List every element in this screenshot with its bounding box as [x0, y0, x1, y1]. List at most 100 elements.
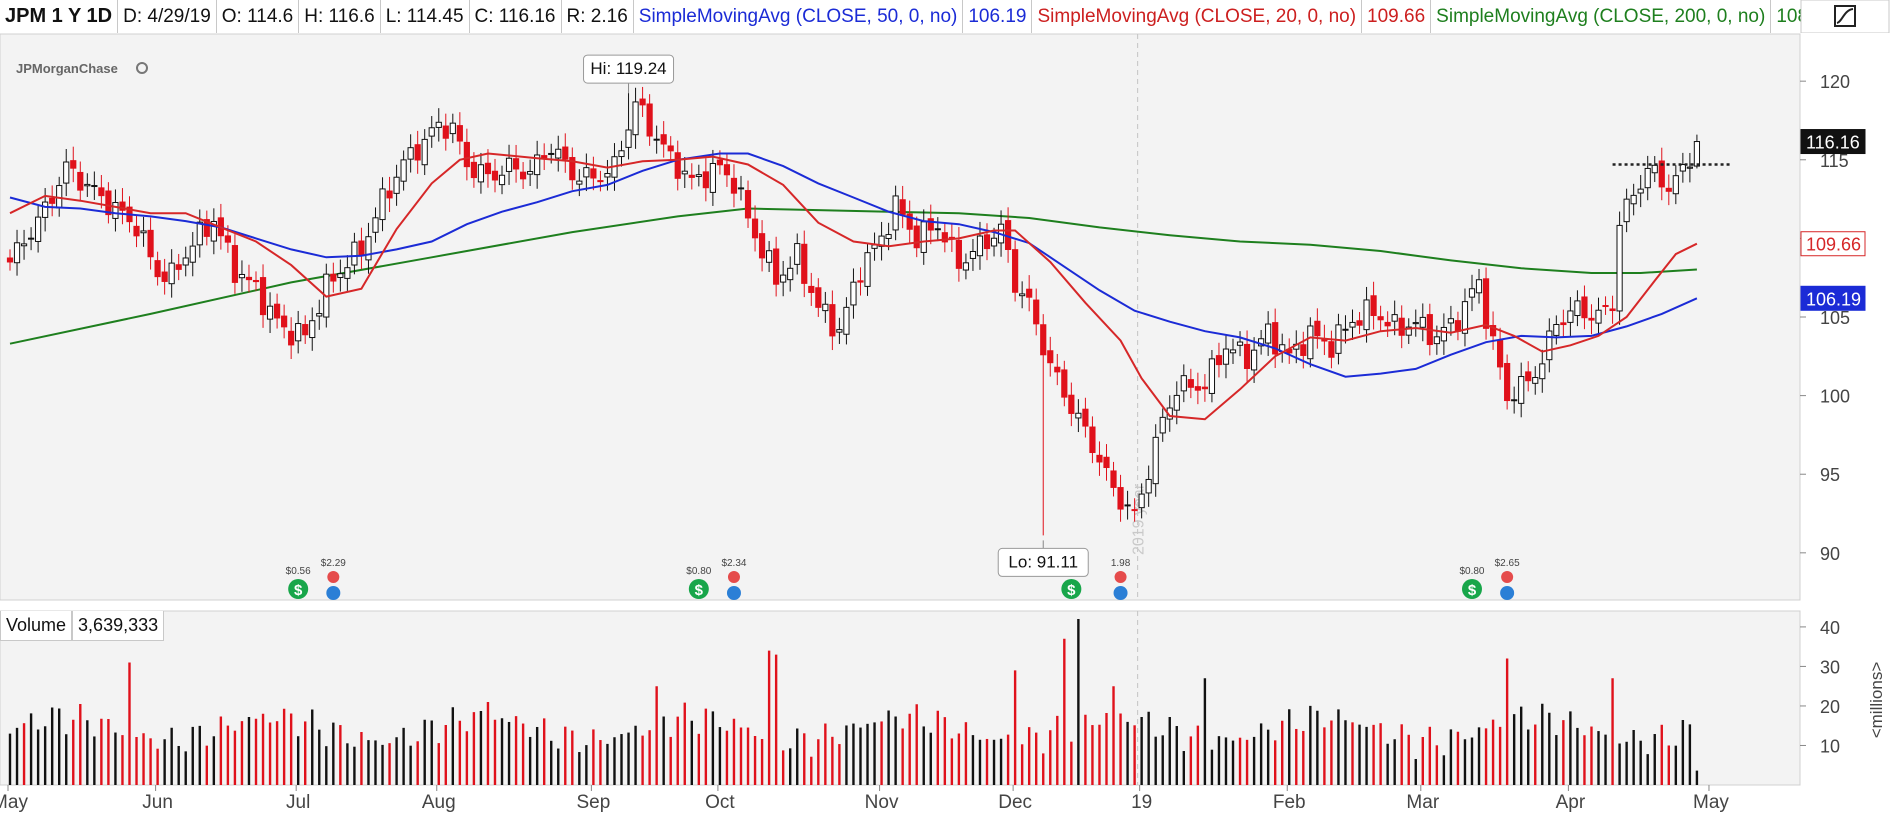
month-label: Dec [998, 792, 1032, 813]
candle [512, 144, 520, 183]
candle-body [709, 162, 716, 193]
candle-body [1525, 371, 1532, 382]
candle [527, 159, 534, 187]
candle [583, 153, 590, 192]
candle-body [787, 267, 794, 281]
candle-body [1047, 350, 1054, 364]
candle [1482, 267, 1490, 340]
candle [955, 227, 962, 282]
price-tick-label: 95 [1820, 465, 1840, 485]
candle [667, 136, 674, 161]
candle-body [372, 217, 379, 233]
candle-body [906, 213, 913, 230]
candle-body [463, 141, 470, 168]
candle-body [1243, 343, 1251, 370]
dividend-icon-glyph: $ [695, 582, 704, 599]
candle [1250, 337, 1258, 383]
earnings-alarm-icon [327, 571, 340, 583]
candle [787, 256, 794, 292]
candle [1356, 312, 1363, 334]
dividend-icon-glyph: $ [294, 582, 303, 599]
candle [646, 94, 653, 146]
candle [1433, 325, 1440, 355]
candle-body [77, 171, 84, 191]
study-settings-icon[interactable] [1800, 0, 1890, 33]
candle-body [1061, 369, 1068, 398]
candle-body [1398, 317, 1405, 336]
candle-body [758, 233, 766, 259]
candle-body [716, 159, 724, 166]
candle-body [1201, 386, 1208, 390]
candle [836, 317, 843, 344]
candle-body [1194, 386, 1201, 391]
candle [899, 185, 906, 229]
candle [780, 260, 787, 297]
candle [372, 207, 379, 243]
candle-body [1033, 299, 1040, 325]
candle-body [358, 240, 365, 257]
month-label: Mar [1406, 792, 1439, 813]
price-tick-label: 90 [1820, 544, 1840, 564]
candle-body [1258, 338, 1265, 347]
volume-legend: Volume 3,639,333 [0, 611, 165, 641]
candle-body [976, 235, 984, 257]
candle-body [1574, 300, 1581, 317]
sma200-study-label[interactable]: SimpleMovingAvg (CLOSE, 200, 0, no) [1431, 0, 1772, 33]
candle [1672, 165, 1679, 205]
candle [773, 236, 780, 297]
sma50-study-value: 106.19 [963, 0, 1033, 33]
candle [351, 232, 358, 275]
candle-body [105, 190, 112, 216]
sma50-study-label[interactable]: SimpleMovingAvg (CLOSE, 50, 0, no) [634, 0, 964, 33]
candle-body [892, 195, 899, 231]
sma20-study-label[interactable]: SimpleMovingAvg (CLOSE, 20, 0, no) [1032, 0, 1363, 33]
candle [1658, 147, 1665, 201]
candle [674, 140, 681, 191]
candle-body [1265, 323, 1272, 344]
candle [140, 216, 147, 247]
symbol-label[interactable]: JPM 1 Y 1D [0, 0, 119, 33]
price-tick-label: 120 [1820, 72, 1850, 92]
candle [491, 158, 499, 193]
candle [744, 180, 752, 228]
candle [576, 169, 583, 197]
candle [42, 188, 49, 232]
candle [1602, 296, 1609, 315]
candle [421, 129, 428, 176]
candle [1651, 156, 1658, 183]
candle [681, 157, 688, 189]
candle [1012, 240, 1019, 302]
candle-body [63, 161, 70, 184]
candle-body [583, 167, 590, 178]
candle [1525, 361, 1532, 392]
candle-body [1461, 301, 1469, 334]
candle [210, 208, 217, 255]
candle [126, 196, 133, 233]
candle [1201, 374, 1208, 402]
candle [660, 121, 667, 158]
candle [1075, 399, 1082, 433]
candle [13, 229, 21, 276]
candle [843, 297, 850, 345]
candle-body [702, 171, 709, 189]
candle-body [871, 244, 878, 249]
candle-body [632, 101, 639, 136]
candle [695, 164, 702, 187]
candle [1426, 303, 1433, 356]
candle [449, 113, 456, 144]
candle-body [1089, 426, 1096, 454]
price-tag-sma50-box [1800, 285, 1866, 311]
candle-body [660, 134, 667, 145]
dividend-amount: $0.56 [286, 566, 311, 577]
candle [1616, 211, 1623, 325]
candle [555, 135, 562, 172]
candle [1539, 349, 1546, 393]
candle-body [1426, 314, 1433, 346]
candle-body [1623, 198, 1630, 223]
candle-body [1300, 344, 1307, 356]
candle-body [1384, 321, 1391, 327]
candle [520, 162, 527, 189]
candle [1096, 441, 1103, 476]
candle [484, 149, 492, 188]
